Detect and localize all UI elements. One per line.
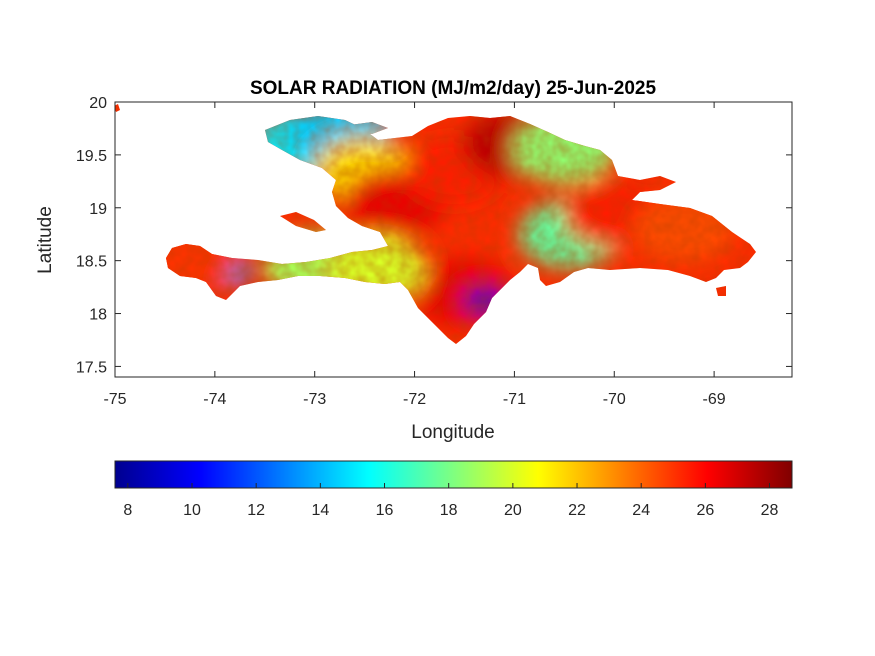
y-tick-label: 19.5 — [76, 148, 107, 165]
x-tick-label: -69 — [703, 391, 726, 408]
colorbar: 8 10 12 14 16 18 20 22 24 26 28 — [114, 460, 793, 519]
colorbar-tick-label: 24 — [632, 502, 650, 519]
colorbar-ticks: 8 10 12 14 16 18 20 22 24 26 28 — [123, 483, 779, 519]
x-tick-label: -71 — [503, 391, 526, 408]
y-tick-label: 18.5 — [76, 254, 107, 271]
colorbar-tick-label: 28 — [761, 502, 779, 519]
y-tick-label: 18 — [89, 307, 107, 324]
colorbar-tick-label: 8 — [123, 502, 132, 519]
y-tick-label: 20 — [89, 95, 107, 112]
colorbar-tick-label: 16 — [376, 502, 394, 519]
chart-title: SOLAR RADIATION (MJ/m2/day) 25-Jun-2025 — [250, 78, 657, 99]
colorbar-tick-label: 20 — [504, 502, 522, 519]
colorbar-tick-label: 14 — [311, 502, 329, 519]
x-tick-label: -72 — [403, 391, 426, 408]
x-tick-label: -73 — [303, 391, 326, 408]
x-axis: -75 -74 -73 -72 -71 -70 -69 — [103, 102, 726, 408]
x-tick-label: -75 — [103, 391, 126, 408]
axes-box — [114, 101, 793, 378]
y-axis-label: Latitude — [35, 206, 56, 274]
colorbar-tick-label: 18 — [440, 502, 458, 519]
colorbar-tick-label: 26 — [696, 502, 714, 519]
colorbar-tick-label: 12 — [247, 502, 265, 519]
y-tick-label: 17.5 — [76, 359, 107, 376]
colorbar-tick-label: 10 — [183, 502, 201, 519]
y-tick-label: 19 — [89, 201, 107, 218]
x-tick-label: -74 — [203, 391, 226, 408]
x-axis-label: Longitude — [411, 422, 494, 443]
colorbar-tick-label: 22 — [568, 502, 586, 519]
colorbar-gradient — [114, 460, 793, 489]
x-tick-label: -70 — [603, 391, 626, 408]
y-axis: 17.5 18 18.5 19 19.5 20 — [76, 95, 792, 376]
